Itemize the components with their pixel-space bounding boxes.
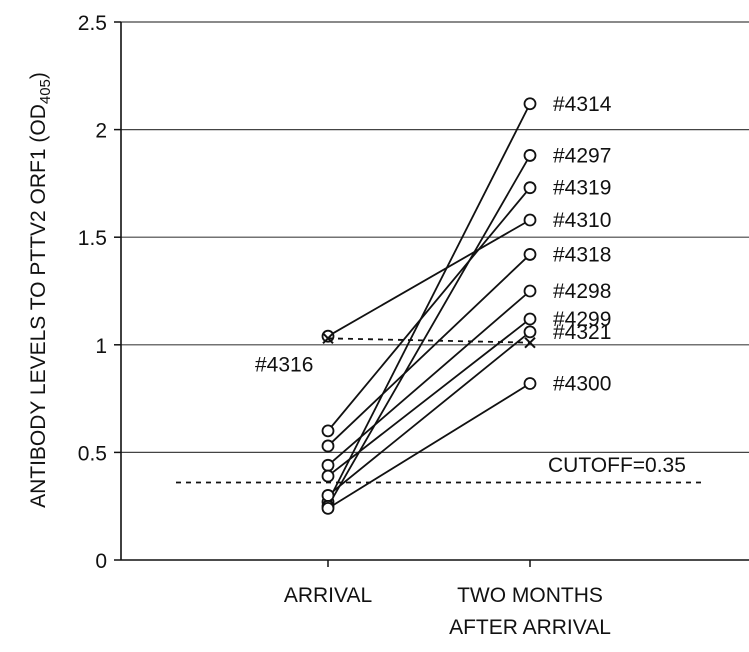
series-point xyxy=(321,424,335,438)
series-line xyxy=(327,187,531,432)
series-point xyxy=(321,458,335,472)
y-tick-label: 1 xyxy=(95,335,107,358)
series-point xyxy=(523,97,537,111)
series-label: #4316 xyxy=(255,353,313,376)
y-tick-label: 2 xyxy=(95,120,107,143)
series-point xyxy=(523,181,537,195)
x-category-label: TWO MONTHS xyxy=(457,584,603,607)
series-line xyxy=(327,318,531,477)
series-label: #4300 xyxy=(553,373,611,396)
y-axis-title-subscript: 405 xyxy=(37,79,54,104)
labels: #4314 #4297 #4319 #4310 #4318 #4298 #4299#4321… xyxy=(255,93,612,396)
series-line xyxy=(327,331,531,497)
series-point xyxy=(321,329,335,343)
series-label: #4298 xyxy=(553,280,611,303)
series-line xyxy=(327,337,531,344)
y-tick-label: 0.5 xyxy=(78,442,107,465)
grid xyxy=(121,21,749,453)
series-label: #4318 xyxy=(553,243,611,266)
cutoff-label: CUTOFF=0.35 xyxy=(548,454,686,477)
series-point xyxy=(321,501,335,515)
cutoff: CUTOFF=0.35 xyxy=(176,454,706,484)
y-axis-title-main: ANTIBODY LEVELS TO PTTV2 ORF1 (OD xyxy=(27,104,50,508)
series-line xyxy=(327,290,531,466)
series-point xyxy=(321,439,335,453)
series-point xyxy=(523,377,537,390)
series-layer xyxy=(321,97,537,515)
series-line xyxy=(327,219,531,337)
series-point xyxy=(322,332,334,345)
series-label: #4310 xyxy=(553,209,611,232)
y-tick-label: 2.5 xyxy=(78,12,107,35)
x-category-label: AFTER ARRIVAL xyxy=(449,616,611,639)
series-point xyxy=(523,312,537,326)
x-category-label: ARRIVAL xyxy=(284,584,372,607)
series-label: #4314 xyxy=(553,93,612,116)
series-point xyxy=(524,336,536,349)
series-point xyxy=(523,149,537,162)
series-line xyxy=(327,103,531,503)
y-tick-label: 1.5 xyxy=(78,227,107,250)
series-label: #4299 xyxy=(553,308,611,331)
series-point xyxy=(523,213,537,227)
series-point xyxy=(321,469,335,483)
y-tick-label: 0 xyxy=(95,550,107,573)
series-point xyxy=(523,325,537,339)
series-label: #4319 xyxy=(553,177,611,200)
series-point xyxy=(523,248,537,261)
series-point xyxy=(523,284,537,298)
series-line xyxy=(327,253,531,447)
series-label: #4321 xyxy=(553,321,611,344)
y-axis-title-end: ) xyxy=(27,72,50,79)
y-axis-title: ANTIBODY LEVELS TO PTTV2 ORF1 (OD405) xyxy=(27,72,54,508)
series-line xyxy=(327,154,531,507)
series-line xyxy=(327,382,531,510)
series-point xyxy=(321,489,335,502)
axes: 0 0.5 1 1.5 2 2.5 ARRIVAL TWO MONTHS AFTER ARRIV… xyxy=(27,12,749,639)
series-label: #4297 xyxy=(553,144,611,167)
